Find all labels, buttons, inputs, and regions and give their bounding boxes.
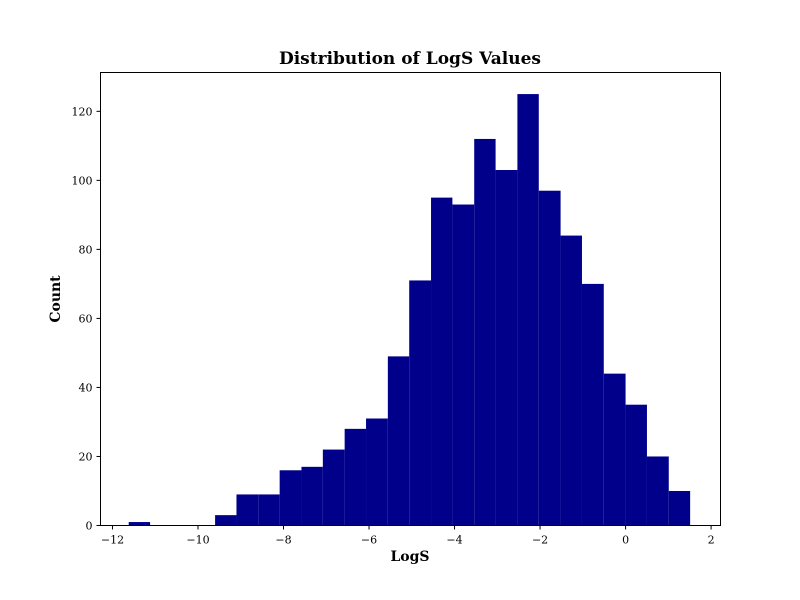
x-tick-label: −4 [446,534,462,547]
y-axis-ticks: 0 20 40 60 80 100 120 [72,105,101,533]
histogram-bar [431,197,453,526]
histogram-bar [279,470,302,526]
histogram-bar [603,373,626,526]
x-tick-label: 2 [708,534,715,547]
y-tick-label: 120 [72,105,93,118]
plot-frame [100,72,721,526]
y-tick-label: 60 [79,312,93,325]
y-tick-label: 80 [79,243,93,256]
y-axis-label: Count [48,275,64,323]
histogram-bar [560,235,582,526]
y-tick-label: 100 [72,174,93,187]
x-tick-label: −10 [186,534,209,547]
x-tick-label: −12 [101,534,124,547]
x-tick-label: 0 [622,534,629,547]
histogram-bar [409,280,432,526]
histogram-bar [646,456,669,526]
histogram-bar [495,170,518,526]
histogram-bar [344,428,367,526]
histogram-bar [236,494,259,526]
histogram-bar [517,94,539,526]
histogram-bar [215,515,237,526]
x-tick-label: −6 [361,534,377,547]
histogram-bar [668,490,691,526]
x-tick-label: −8 [275,534,291,547]
histogram-bar [474,138,496,526]
x-tick-label: −2 [532,534,548,547]
histogram-bar [366,418,388,526]
histogram-bar [128,522,151,526]
histogram-bar [322,449,345,526]
y-tick-label: 20 [79,450,93,463]
histogram-bar [452,204,475,526]
histogram-bar [301,466,323,526]
y-tick-label: 40 [79,381,93,394]
chart-title: Distribution of LogS Values [279,49,541,69]
histogram-bar [387,356,410,526]
histogram-bar [581,283,604,526]
histogram-bar [625,404,647,526]
bars-group [128,94,691,526]
histogram-bar [258,494,280,526]
x-axis-ticks: −12 −10 −8 −6 −4 −2 0 2 [101,525,715,547]
histogram-bar [538,190,561,526]
y-tick-label: 0 [86,520,93,533]
x-axis-label: LogS [390,549,429,565]
